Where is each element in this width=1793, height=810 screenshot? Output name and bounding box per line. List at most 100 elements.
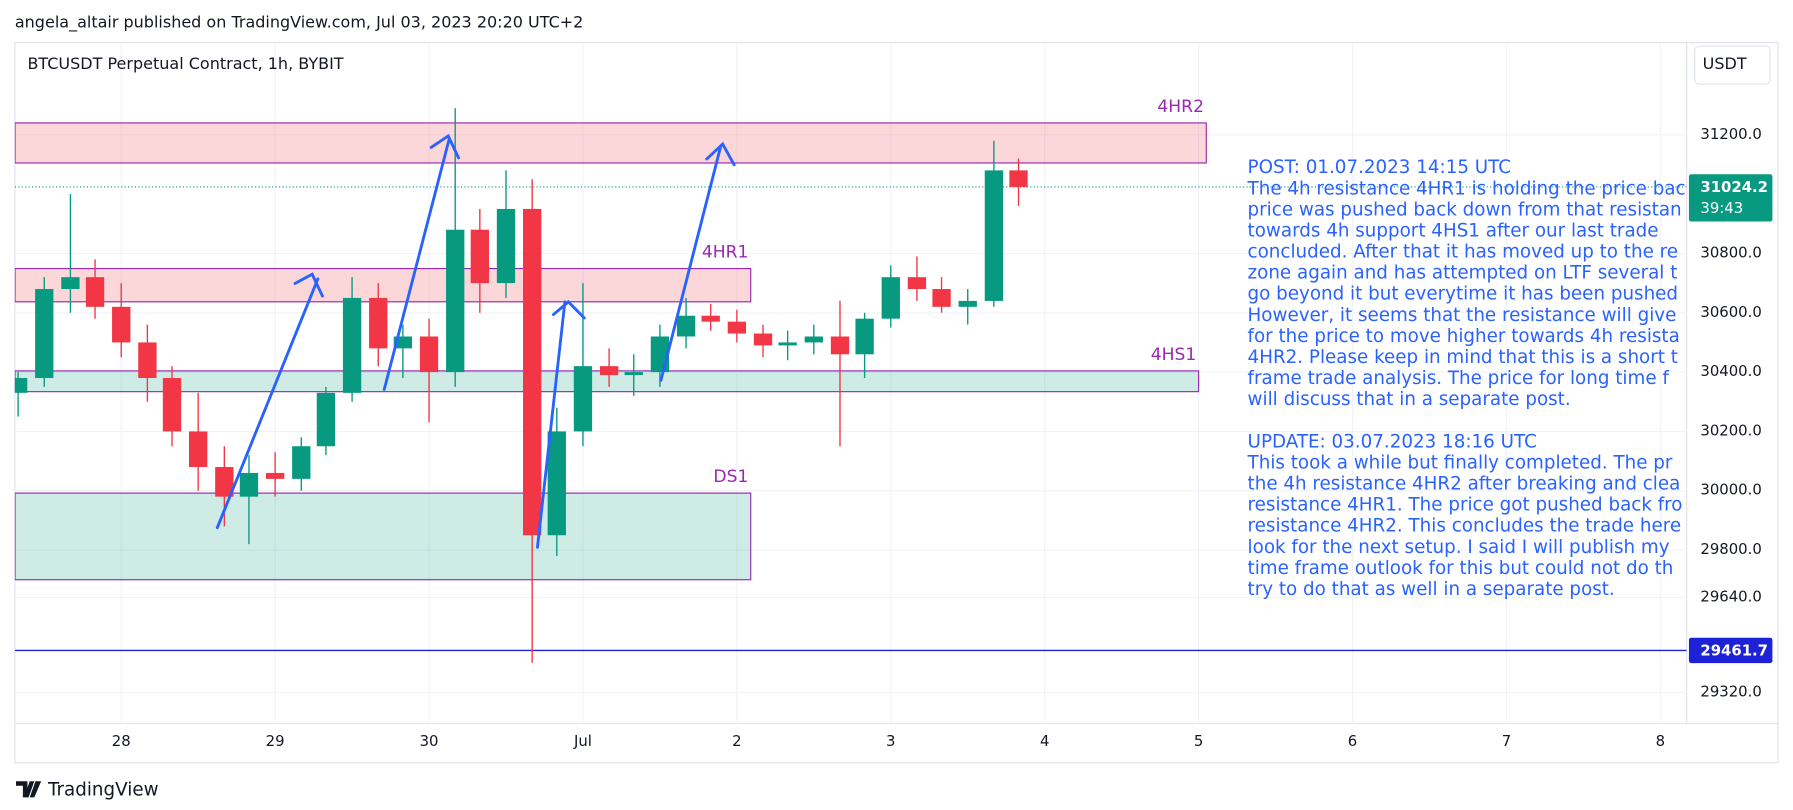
arrow xyxy=(382,136,451,391)
note-line: try to do that as well in a separate pos… xyxy=(1248,579,1615,600)
note-line: for the price to move higher towards 4h … xyxy=(1248,326,1680,347)
candle-body xyxy=(316,392,336,447)
plot xyxy=(14,108,1687,663)
note-line: resistance 4HR1. The price got pushed ba… xyxy=(1248,495,1683,516)
axes: 28 29 30 Jul 2 3 4 5 6 7 8 31200.0 30800.0 30600.0 304… xyxy=(112,125,1773,750)
zone-label: 4HS1 xyxy=(1151,345,1197,365)
candle-body xyxy=(138,342,157,379)
candle-body xyxy=(393,336,413,349)
note-line: look for the next setup. I said I will p… xyxy=(1248,537,1670,558)
arrow-head xyxy=(293,272,324,298)
x-tick-label: 29 xyxy=(266,732,285,750)
x-tick-label: 4 xyxy=(1040,732,1049,750)
y-tick-label: 30400.0 xyxy=(1700,362,1761,380)
chart-frame xyxy=(14,42,1779,764)
note-line: zone again and has attempted on LTF seve… xyxy=(1248,263,1678,284)
symbol-title: BTCUSDT Perpetual Contract, 1h, BYBIT xyxy=(27,54,343,73)
zone xyxy=(14,492,752,581)
candle-body xyxy=(547,431,566,536)
x-tick-label: 2 xyxy=(732,732,741,750)
candle-body xyxy=(162,378,182,432)
candle-body xyxy=(215,467,234,497)
candle-body xyxy=(701,315,720,322)
y-tick-label: 30200.0 xyxy=(1700,421,1761,439)
candle-body xyxy=(292,446,311,479)
arrow-head xyxy=(552,299,586,320)
candle-body xyxy=(830,336,850,355)
note-line: time frame outlook for this but could no… xyxy=(1248,558,1674,579)
y-tick-label: 29320.0 xyxy=(1700,682,1761,700)
grid xyxy=(14,42,1687,724)
candle-body xyxy=(369,297,388,349)
hline-label: 29461.7 xyxy=(1700,642,1768,660)
note-line: the 4h resistance 4HR2 after breaking an… xyxy=(1248,473,1681,494)
candle-body xyxy=(112,306,131,343)
note-line: POST: 01.07.2023 14:15 UTC xyxy=(1248,157,1511,178)
countdown: 39:43 xyxy=(1700,199,1743,217)
candle-body xyxy=(727,321,747,334)
last-price-badge xyxy=(1688,174,1773,222)
note-line: resistance 4HR2. This concludes the trad… xyxy=(1248,516,1682,537)
candle-body xyxy=(342,297,362,393)
candle-body xyxy=(624,372,643,376)
y-tick-label: 31200.0 xyxy=(1700,125,1761,143)
candle-body xyxy=(1009,170,1028,187)
x-tick-label: 28 xyxy=(112,732,131,750)
logo-mark xyxy=(16,781,42,798)
x-tick-label: Jul xyxy=(573,732,592,750)
candle-body xyxy=(676,315,696,337)
last-price-label: 31024.2 xyxy=(1700,178,1768,196)
candle-body xyxy=(753,333,773,346)
candle-body xyxy=(61,277,80,290)
arrow-head xyxy=(705,141,736,167)
note-line: towards 4h support 4HS1 after our last t… xyxy=(1248,220,1659,241)
arrow xyxy=(536,300,567,549)
y-tick-label: 30600.0 xyxy=(1700,303,1761,321)
note-line: 4HR2. Please keep in mind that this is a… xyxy=(1248,347,1678,368)
zone xyxy=(14,267,752,303)
candle-body xyxy=(523,208,542,536)
y-tick-label: 29800.0 xyxy=(1700,540,1761,558)
logo-text: TradingView xyxy=(47,779,159,800)
arrow xyxy=(659,146,722,382)
candle-body xyxy=(599,366,619,376)
y-tick-label: 30800.0 xyxy=(1700,243,1761,261)
note-line: will discuss that in a separate post. xyxy=(1248,389,1571,410)
candle-body xyxy=(496,208,516,284)
note-line: frame trade analysis. The price for long… xyxy=(1248,368,1670,389)
candle-body xyxy=(932,289,951,307)
candle-body xyxy=(446,229,465,373)
y-tick-label: 29640.0 xyxy=(1700,587,1761,605)
arrow xyxy=(215,277,320,530)
candle-body xyxy=(14,378,28,393)
x-tick-label: 6 xyxy=(1348,732,1357,750)
candle-body xyxy=(419,336,439,373)
candle-body xyxy=(470,229,489,284)
x-tick-label: 8 xyxy=(1656,732,1665,750)
candle-body xyxy=(239,472,259,497)
note-line: The 4h resistance 4HR1 is holding the pr… xyxy=(1247,178,1686,199)
hline-badge xyxy=(1688,637,1773,664)
currency-button[interactable] xyxy=(1694,45,1771,85)
zone-label: 4HR2 xyxy=(1157,97,1204,117)
zone xyxy=(14,122,1207,164)
arrows xyxy=(215,133,736,549)
y-tick-label: 30000.0 xyxy=(1700,481,1761,499)
x-tick-label: 7 xyxy=(1502,732,1511,750)
currency[interactable]: USDT xyxy=(1703,54,1747,73)
logo: TradingView xyxy=(16,779,159,800)
zone-label: DS1 xyxy=(713,467,748,487)
x-tick-label: 30 xyxy=(420,732,439,750)
candle-body xyxy=(35,289,54,379)
candle-body xyxy=(573,366,593,432)
candle-body xyxy=(804,336,823,343)
candle-body xyxy=(958,300,977,307)
arrow-head xyxy=(429,133,460,160)
candle-body xyxy=(855,318,874,355)
note-line: price was pushed back down from that res… xyxy=(1248,199,1682,220)
note-line: However, it seems that the resistance wi… xyxy=(1248,305,1677,326)
candle-body xyxy=(85,277,105,307)
